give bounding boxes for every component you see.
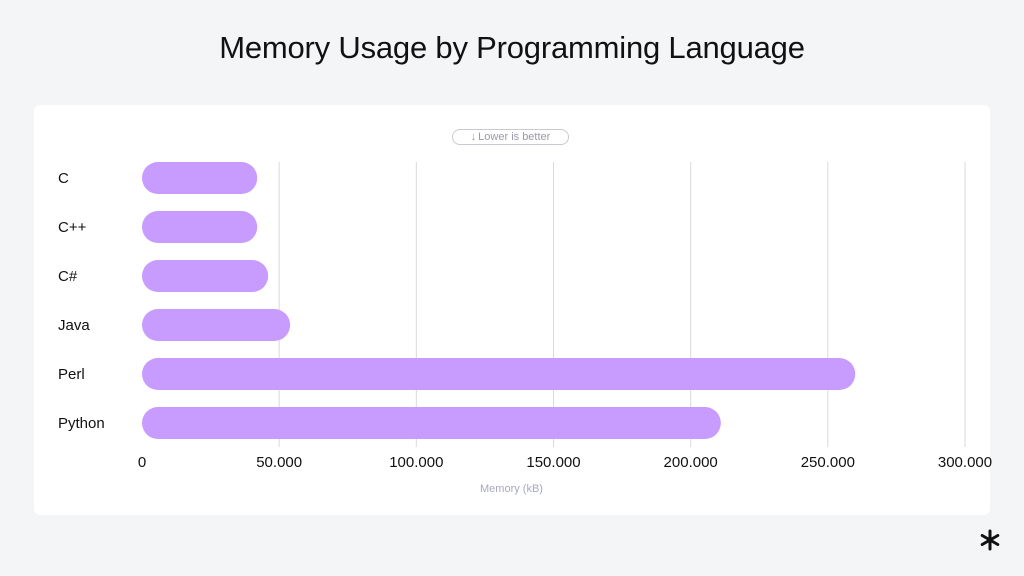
lower-is-better-badge: ↓ Lower is better <box>452 129 569 145</box>
x-tick-label: 200.000 <box>664 454 718 471</box>
bar <box>142 260 269 292</box>
bar <box>142 309 291 341</box>
badge-label: Lower is better <box>478 131 551 143</box>
category-label: C++ <box>58 219 87 236</box>
bar <box>142 358 856 390</box>
x-tick-label: 150.000 <box>526 454 580 471</box>
x-tick-label: 300.000 <box>938 454 992 471</box>
x-tick-label: 0 <box>138 454 146 471</box>
bar <box>142 407 721 439</box>
chart-title: Memory Usage by Programming Language <box>219 30 805 65</box>
asterisk-icon <box>980 529 1000 551</box>
bar <box>142 211 258 243</box>
category-label: Python <box>58 415 105 432</box>
category-label: C# <box>58 268 78 285</box>
bar <box>142 162 258 194</box>
x-axis-title: Memory (kB) <box>480 483 543 495</box>
x-tick-label: 250.000 <box>801 454 855 471</box>
category-label: Perl <box>58 366 85 383</box>
category-label: C <box>58 170 69 187</box>
arrow-down-icon: ↓ <box>470 131 477 143</box>
x-tick-label: 50.000 <box>256 454 302 471</box>
category-label: Java <box>58 317 90 334</box>
x-tick-label: 100.000 <box>389 454 443 471</box>
